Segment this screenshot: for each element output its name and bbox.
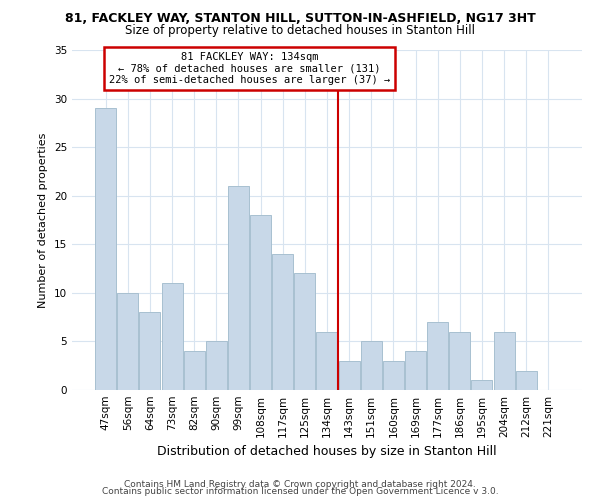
- Bar: [250, 215, 271, 390]
- Bar: [427, 322, 448, 390]
- Bar: [383, 361, 404, 390]
- Bar: [95, 108, 116, 390]
- Bar: [361, 342, 382, 390]
- Bar: [184, 351, 205, 390]
- Bar: [206, 342, 227, 390]
- Bar: [405, 351, 426, 390]
- Bar: [338, 361, 359, 390]
- Bar: [161, 283, 182, 390]
- Bar: [295, 274, 316, 390]
- Bar: [228, 186, 249, 390]
- Bar: [118, 293, 139, 390]
- X-axis label: Distribution of detached houses by size in Stanton Hill: Distribution of detached houses by size …: [157, 446, 497, 458]
- Bar: [494, 332, 515, 390]
- Bar: [272, 254, 293, 390]
- Text: Size of property relative to detached houses in Stanton Hill: Size of property relative to detached ho…: [125, 24, 475, 37]
- Bar: [515, 370, 536, 390]
- Text: 81, FACKLEY WAY, STANTON HILL, SUTTON-IN-ASHFIELD, NG17 3HT: 81, FACKLEY WAY, STANTON HILL, SUTTON-IN…: [65, 12, 535, 26]
- Text: 81 FACKLEY WAY: 134sqm
← 78% of detached houses are smaller (131)
22% of semi-de: 81 FACKLEY WAY: 134sqm ← 78% of detached…: [109, 52, 390, 85]
- Bar: [316, 332, 338, 390]
- Y-axis label: Number of detached properties: Number of detached properties: [38, 132, 49, 308]
- Bar: [472, 380, 493, 390]
- Text: Contains public sector information licensed under the Open Government Licence v : Contains public sector information licen…: [101, 488, 499, 496]
- Bar: [449, 332, 470, 390]
- Bar: [139, 312, 160, 390]
- Text: Contains HM Land Registry data © Crown copyright and database right 2024.: Contains HM Land Registry data © Crown c…: [124, 480, 476, 489]
